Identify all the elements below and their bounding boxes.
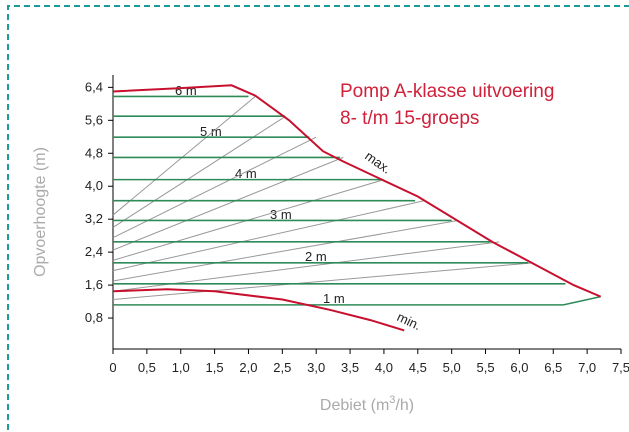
speed-line <box>112 96 256 216</box>
x-tick-label: 6,5 <box>544 360 562 375</box>
y-tick-label: 0,8 <box>85 310 103 325</box>
x-label-part: /h) <box>395 397 414 414</box>
y-axis-label: Opvoerhoogte (m) <box>32 147 49 277</box>
annotation: 3 m <box>270 207 292 222</box>
speed-line <box>112 241 500 292</box>
x-tick-label: 4,0 <box>375 360 393 375</box>
x-tick-label: 2,0 <box>239 360 257 375</box>
x-tick-label: 7,5 <box>612 360 629 375</box>
chart-subtitle: 8- t/m 15-groeps <box>340 108 479 129</box>
speed-line <box>112 200 425 272</box>
x-tick-label: 7,0 <box>578 360 596 375</box>
y-tick-label: 1,6 <box>85 277 103 292</box>
chart-title: Pomp A-klasse uitvoering <box>340 81 554 102</box>
speed-line <box>112 262 533 301</box>
speed-line <box>112 156 344 251</box>
head-line <box>113 295 601 306</box>
x-tick-label: 2,5 <box>273 360 291 375</box>
x-tick-label: 5,0 <box>443 360 461 375</box>
x-tick-label: 6,0 <box>510 360 528 375</box>
curve <box>112 288 405 332</box>
speed-line <box>112 115 286 228</box>
frame <box>7 5 629 430</box>
curve <box>112 84 602 298</box>
x-axis-label: Debiet (m3/h) <box>320 394 414 414</box>
x-tick-label: 5,5 <box>476 360 494 375</box>
x-label-part: Debiet (m <box>320 397 389 414</box>
x-tick-label: 3,0 <box>307 360 325 375</box>
x-tick-label: 0 <box>109 360 116 375</box>
speed-line <box>112 219 459 282</box>
annotation: 5 m <box>200 124 222 139</box>
annotation: 1 m <box>323 291 345 306</box>
x-tick-label: 1,0 <box>172 360 190 375</box>
y-tick-label: 4,8 <box>85 145 103 160</box>
y-tick-label: 2,4 <box>85 244 103 259</box>
x-tick-label: 0,5 <box>138 360 156 375</box>
y-tick-label: 3,2 <box>85 211 103 226</box>
x-tick-label: 1,5 <box>206 360 224 375</box>
annotation: 2 m <box>305 249 327 264</box>
x-label-sup: 3 <box>389 394 395 406</box>
speed-line <box>112 136 317 239</box>
y-tick-label: 4,0 <box>85 178 103 193</box>
y-tick-label: 5,6 <box>85 112 103 127</box>
x-tick-label: 3,5 <box>341 360 359 375</box>
x-tick-label: 4,5 <box>409 360 427 375</box>
y-tick-label: 6,4 <box>85 79 103 94</box>
